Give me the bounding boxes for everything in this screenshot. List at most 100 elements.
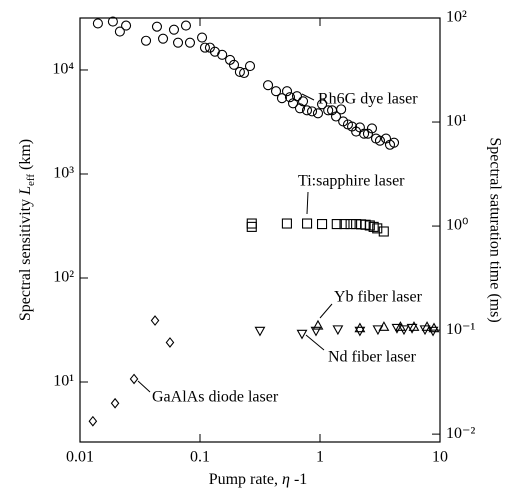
data-point [345,219,356,230]
data-point [316,99,328,110]
data-point [196,32,208,43]
annotation-leader [306,191,309,215]
data-point [254,326,266,337]
x-tick-label: 0.01 [66,449,94,466]
data-point [391,323,403,334]
x-tick-label: 10 [432,449,448,466]
data-point [165,337,175,348]
data-point [388,137,400,148]
data-point [364,220,375,231]
data-point [408,321,420,331]
data-point [234,66,245,78]
data-point [372,223,383,234]
y-tick-label: 10³ [53,165,74,182]
data-point [374,135,386,146]
annotation-leader [301,93,315,101]
data-point [281,218,292,229]
x-tick-label: 0.1 [190,449,210,466]
y2-tick-label: 10⁻² [446,425,475,442]
data-point [368,221,379,232]
data-point [372,325,384,336]
data-point [270,86,282,97]
series-annotation: Nd fiber laser [328,349,417,366]
series-annotation: GaAlAs diode laser [152,389,279,406]
data-point [157,33,169,44]
data-point [107,16,118,27]
data-point [359,128,370,139]
data-point [92,18,103,29]
y2-tick-label: 10⁻¹ [446,321,475,338]
data-point [88,415,98,427]
data-point [332,325,344,336]
data-point [262,80,274,91]
y-label-unit: (km) [17,139,34,174]
data-point [114,26,125,37]
series-annotation: Rh6G dye laser [318,91,418,108]
data-point [239,67,250,79]
plot-frame [79,17,441,443]
x-label-suffix: -1 [290,471,307,488]
series-annotation: Ti:sapphire laser [298,173,405,190]
y2-tick-label: 10² [446,9,467,26]
data-point [296,329,308,340]
data-point [419,325,431,336]
data-point [168,24,180,35]
data-point [140,35,152,46]
data-point [217,49,228,60]
data-point [172,37,184,48]
y-label-subscript: eff [25,174,37,186]
data-point [297,96,309,107]
x-label-text: Pump rate, [209,471,282,488]
data-point [110,397,120,409]
data-point [244,61,256,72]
y-tick-label: 10² [53,269,74,286]
data-point [310,326,322,337]
data-point [339,219,350,230]
data-point [398,325,410,336]
y2-tick-label: 10¹ [446,113,467,130]
data-point [331,219,342,230]
data-point [316,219,328,230]
data-point [323,105,334,116]
x-label-symbol: η [282,471,290,488]
data-point [378,226,389,237]
data-point [246,218,257,229]
data-point [330,111,342,122]
data-point [150,315,160,326]
annotation-leader [319,303,333,319]
data-point [301,105,313,116]
data-point [151,21,163,32]
data-point [276,93,288,104]
data-point [199,42,211,53]
data-point [129,373,139,385]
data-point [336,104,347,115]
annotation-leader [305,334,325,351]
data-point [291,91,303,102]
data-point [312,108,324,119]
data-point [312,319,324,330]
y2-axis-label: Spectral saturation time (ms) [486,137,503,322]
data-point [427,326,439,337]
data-point [121,20,132,31]
data-point [366,123,378,134]
x-axis-label: Pump rate, η -1 [209,471,308,488]
data-point [354,326,366,337]
series-annotation: Yb fiber laser [334,289,423,306]
data-point [284,92,296,103]
data-point [184,37,196,48]
y-tick-label: 10⁴ [52,61,74,78]
y2-tick-label: 10⁰ [446,217,468,234]
data-point [246,221,257,232]
data-point [406,323,418,334]
y-tick-label: 10¹ [53,373,74,390]
x-tick-label: 1 [316,449,324,466]
data-point [306,106,318,117]
data-point [294,103,306,114]
data-point [302,218,313,229]
data-point [281,86,293,97]
data-point [228,59,240,70]
y-label-text: Spectral sensitivity [17,195,34,321]
data-point [180,20,192,31]
y-label-symbol: L [17,186,34,196]
